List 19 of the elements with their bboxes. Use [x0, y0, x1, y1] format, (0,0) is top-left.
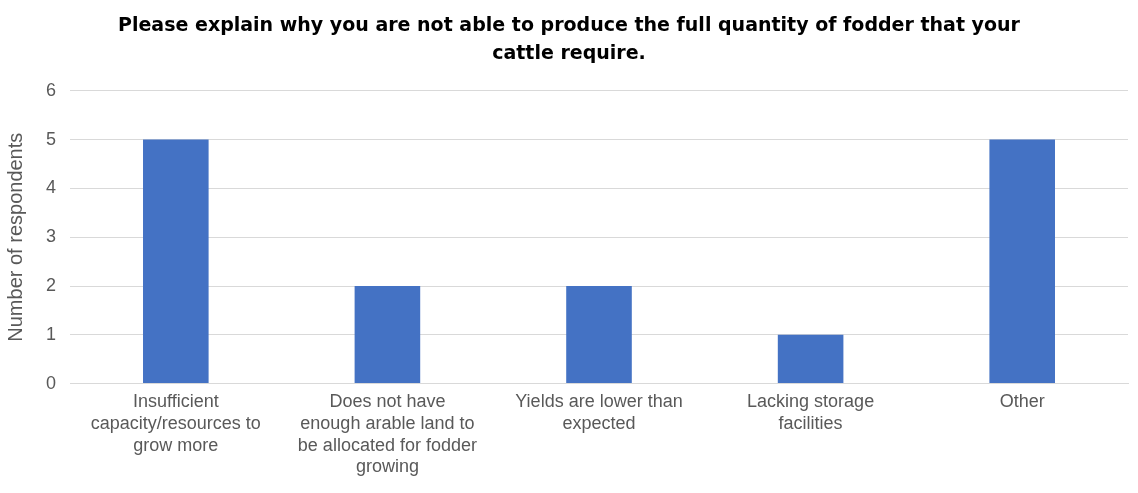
- x-tick-label: Lacking storage facilities: [747, 391, 875, 433]
- y-tick-label: 5: [46, 128, 57, 149]
- y-tick-label: 0: [46, 372, 57, 393]
- y-tick-label: 2: [46, 274, 57, 295]
- bar: [354, 286, 421, 384]
- x-tick-label: Yields are lower than expected: [515, 391, 683, 433]
- bar: [777, 334, 844, 384]
- y-tick-label: 6: [46, 79, 57, 100]
- y-tick-label: 4: [46, 177, 57, 198]
- y-tick-label: 3: [46, 226, 57, 247]
- x-tick-label: Insufficient capacity/resources to grow more: [90, 391, 261, 455]
- y-axis-title: Number of respondents: [3, 132, 26, 342]
- chart-title: Please explain why you are not able to produce the full quantity of fodder that your cattle require.: [117, 12, 1021, 65]
- bar: [143, 139, 209, 384]
- x-tick-label: Other: [999, 391, 1045, 412]
- x-tick-label: Does not have enough arable land to be allocated for fodder growing: [297, 391, 477, 477]
- y-tick-label: 1: [46, 323, 57, 344]
- bar: [989, 139, 1055, 384]
- bar: [566, 286, 632, 384]
